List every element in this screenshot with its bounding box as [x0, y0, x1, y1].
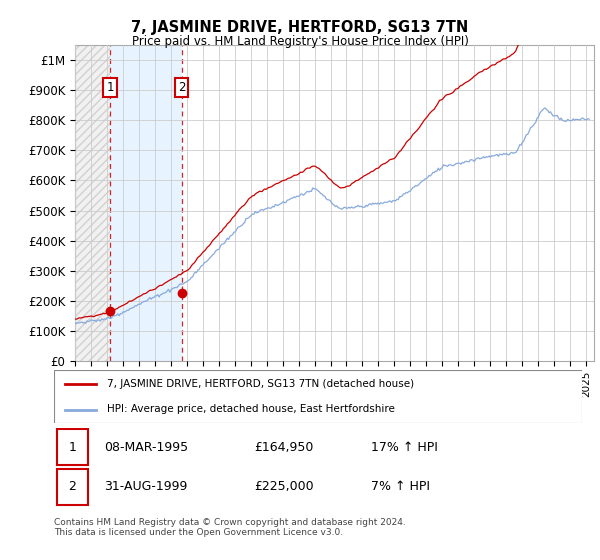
Text: Price paid vs. HM Land Registry's House Price Index (HPI): Price paid vs. HM Land Registry's House … — [131, 35, 469, 48]
Text: 1: 1 — [106, 81, 114, 94]
Text: £164,950: £164,950 — [254, 441, 314, 454]
Text: HPI: Average price, detached house, East Hertfordshire: HPI: Average price, detached house, East… — [107, 404, 395, 414]
Text: £225,000: £225,000 — [254, 480, 314, 493]
FancyBboxPatch shape — [56, 469, 88, 505]
Text: 1: 1 — [68, 441, 76, 454]
Bar — [110, 45, 182, 361]
FancyBboxPatch shape — [56, 429, 88, 465]
Text: 2: 2 — [178, 81, 185, 94]
Text: 08-MAR-1995: 08-MAR-1995 — [104, 441, 188, 454]
Text: 7, JASMINE DRIVE, HERTFORD, SG13 7TN: 7, JASMINE DRIVE, HERTFORD, SG13 7TN — [131, 20, 469, 35]
Text: 7% ↑ HPI: 7% ↑ HPI — [371, 480, 430, 493]
Text: Contains HM Land Registry data © Crown copyright and database right 2024.
This d: Contains HM Land Registry data © Crown c… — [54, 518, 406, 538]
Text: 2: 2 — [68, 480, 76, 493]
Text: 7, JASMINE DRIVE, HERTFORD, SG13 7TN (detached house): 7, JASMINE DRIVE, HERTFORD, SG13 7TN (de… — [107, 380, 414, 390]
Bar — [75, 45, 110, 361]
Text: 17% ↑ HPI: 17% ↑ HPI — [371, 441, 437, 454]
Text: 31-AUG-1999: 31-AUG-1999 — [104, 480, 188, 493]
